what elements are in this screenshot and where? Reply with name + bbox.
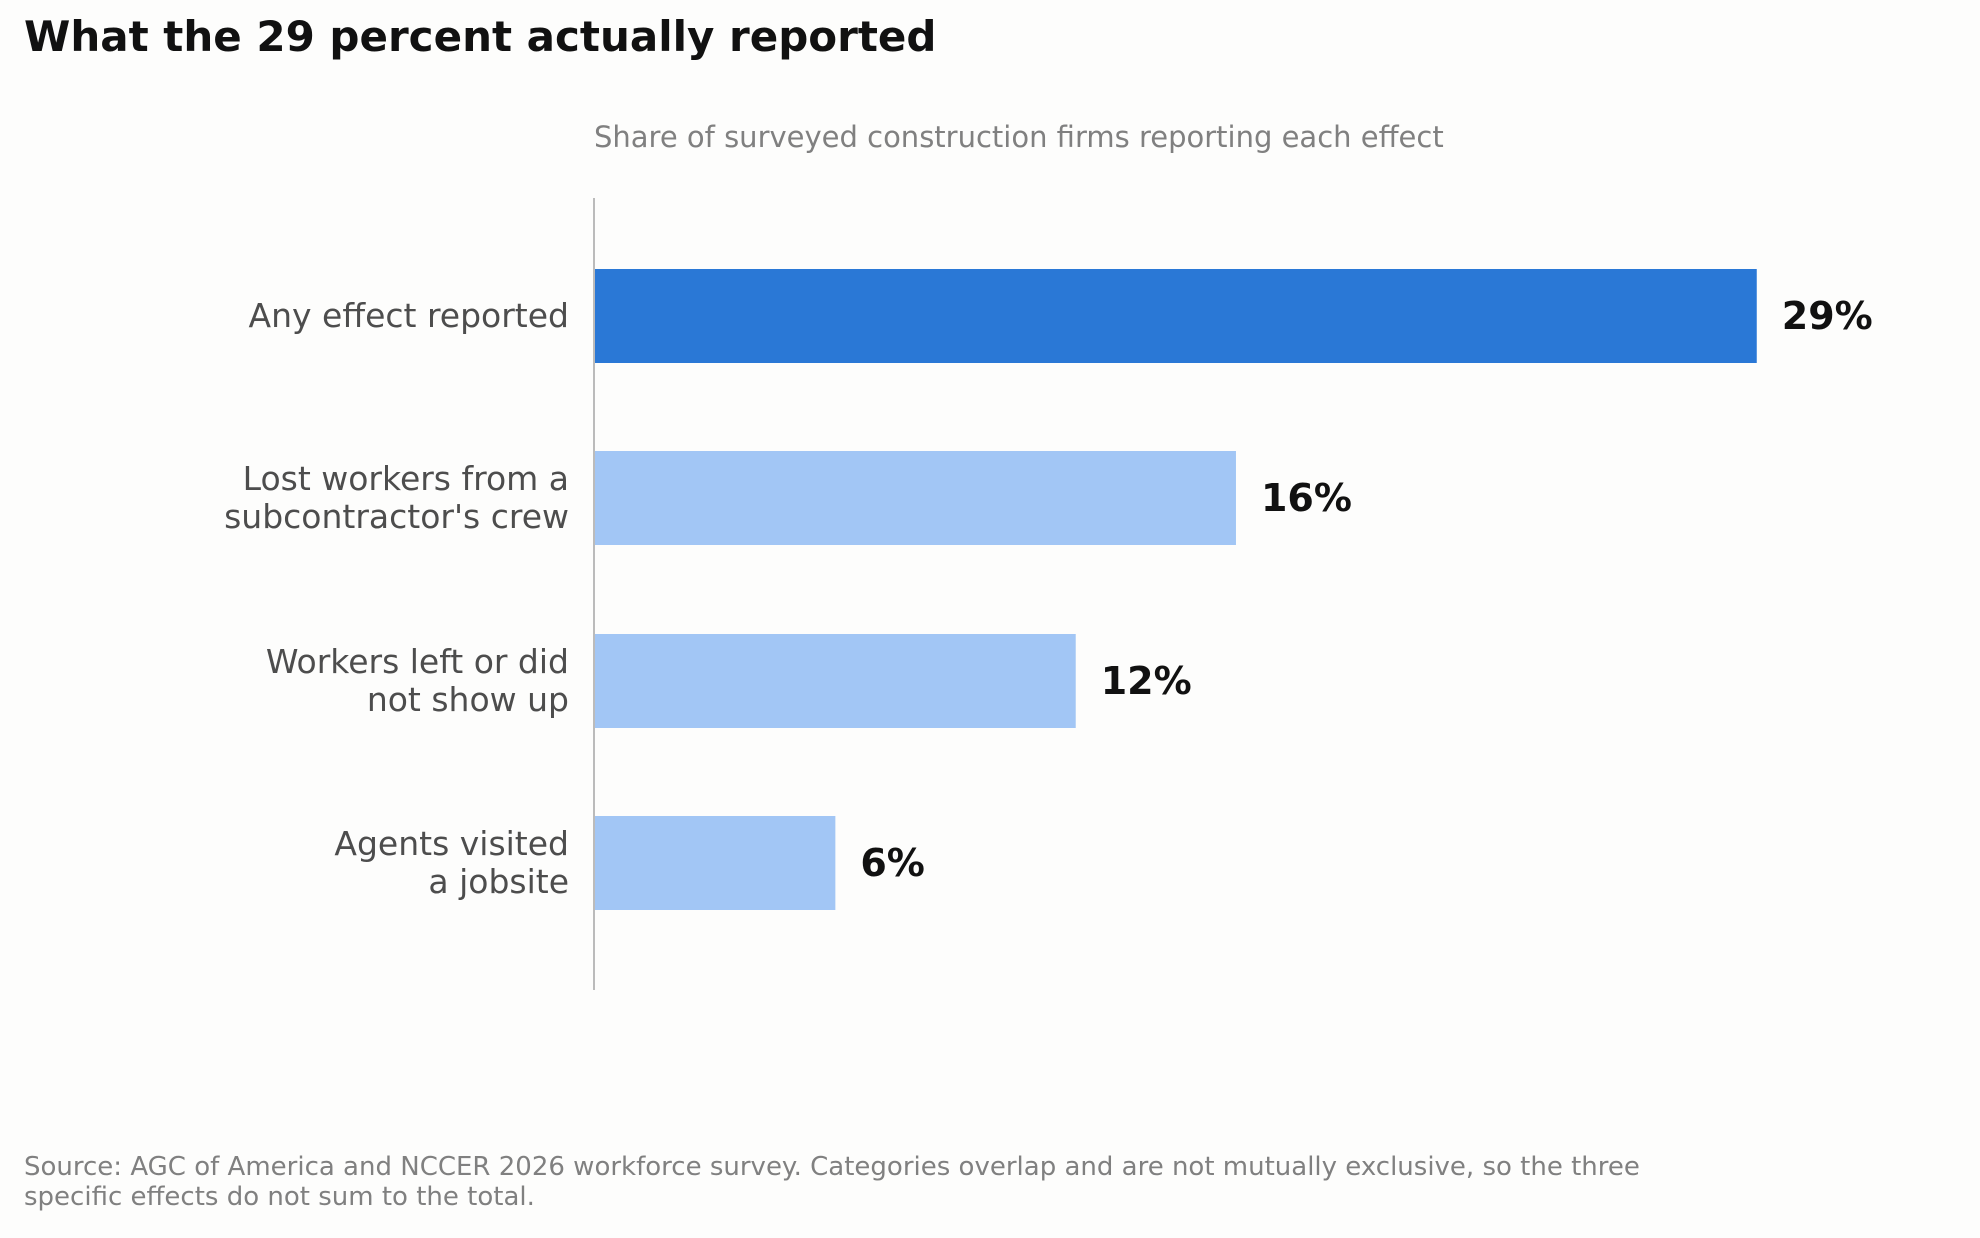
- data-label: 12%: [1101, 659, 1192, 703]
- bar: [595, 816, 836, 910]
- data-label: 16%: [1261, 476, 1352, 520]
- source-note: Source: AGC of America and NCCER 2026 wo…: [24, 1152, 1640, 1212]
- chart-subtitle: Share of surveyed construction firms rep…: [594, 120, 1444, 154]
- bar: [595, 451, 1236, 545]
- data-label: 6%: [860, 841, 925, 885]
- category-label: Agents visited a jobsite: [334, 824, 569, 901]
- chart-title: What the 29 percent actually reported: [24, 12, 937, 61]
- category-label: Any effect reported: [249, 296, 569, 335]
- data-label: 29%: [1782, 294, 1873, 338]
- category-label: Lost workers from a subcontractor's crew: [224, 459, 569, 536]
- category-label: Workers left or did not show up: [266, 642, 569, 719]
- bar: [595, 634, 1076, 728]
- bar: [595, 269, 1757, 363]
